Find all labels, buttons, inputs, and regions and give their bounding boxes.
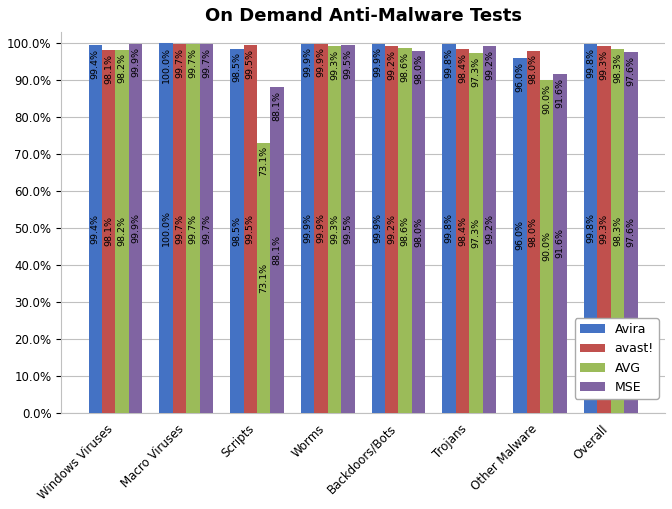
Bar	[554, 74, 567, 413]
Text: 99.4%: 99.4%	[91, 214, 100, 244]
Bar	[186, 44, 200, 413]
Text: 98.1%: 98.1%	[104, 216, 114, 246]
Text: 88.1%: 88.1%	[273, 91, 282, 121]
Bar	[230, 49, 243, 413]
Bar	[442, 44, 456, 413]
Text: 99.9%: 99.9%	[131, 213, 140, 243]
Bar	[102, 50, 116, 413]
Text: 73.1%: 73.1%	[259, 263, 268, 293]
Bar	[513, 58, 527, 413]
Text: 99.7%: 99.7%	[175, 48, 184, 78]
Text: 98.3%: 98.3%	[613, 53, 622, 83]
Text: 98.5%: 98.5%	[233, 52, 241, 82]
Text: 99.9%: 99.9%	[303, 213, 312, 243]
Text: 99.2%: 99.2%	[387, 50, 396, 80]
Bar	[456, 49, 469, 413]
Bar	[257, 143, 270, 413]
Bar	[624, 52, 638, 413]
Text: 98.4%: 98.4%	[458, 53, 467, 83]
Text: 99.9%: 99.9%	[374, 47, 383, 77]
Text: 91.6%: 91.6%	[556, 78, 564, 108]
Text: 99.2%: 99.2%	[387, 214, 396, 244]
Text: 98.4%: 98.4%	[458, 216, 467, 246]
Text: 99.5%: 99.5%	[246, 214, 255, 244]
Bar	[200, 44, 213, 413]
Text: 99.2%: 99.2%	[485, 214, 494, 244]
Bar	[597, 46, 611, 413]
Text: 99.8%: 99.8%	[586, 213, 595, 243]
Bar	[314, 43, 328, 413]
Text: 99.3%: 99.3%	[599, 214, 609, 244]
Text: 91.6%: 91.6%	[556, 229, 564, 259]
Text: 98.0%: 98.0%	[529, 54, 538, 84]
Text: 98.3%: 98.3%	[613, 216, 622, 246]
Bar	[527, 50, 540, 413]
Text: 100.0%: 100.0%	[161, 47, 171, 83]
Text: 98.2%: 98.2%	[118, 53, 127, 83]
Text: 99.3%: 99.3%	[599, 49, 609, 79]
Text: 98.1%: 98.1%	[104, 54, 114, 84]
Text: 100.0%: 100.0%	[161, 210, 171, 246]
Text: 98.6%: 98.6%	[401, 52, 410, 82]
Text: 99.9%: 99.9%	[131, 47, 140, 77]
Text: 73.1%: 73.1%	[259, 146, 268, 177]
Bar	[243, 45, 257, 413]
Bar	[372, 43, 385, 413]
Bar	[116, 50, 129, 413]
Text: 98.0%: 98.0%	[414, 54, 423, 84]
Text: 97.6%: 97.6%	[626, 55, 636, 86]
Bar	[341, 45, 355, 413]
Text: 99.5%: 99.5%	[246, 49, 255, 79]
Text: 97.3%: 97.3%	[472, 57, 480, 87]
Legend: Avira, avast!, AVG, MSE: Avira, avast!, AVG, MSE	[575, 318, 659, 399]
Text: 96.0%: 96.0%	[515, 62, 524, 92]
Text: 98.6%: 98.6%	[401, 215, 410, 245]
Text: 99.2%: 99.2%	[485, 50, 494, 80]
Bar	[469, 53, 482, 413]
Bar	[385, 46, 398, 413]
Text: 97.6%: 97.6%	[626, 217, 636, 247]
Bar	[301, 43, 314, 413]
Text: 90.0%: 90.0%	[542, 84, 551, 114]
Text: 99.7%: 99.7%	[188, 213, 198, 243]
Bar	[328, 46, 341, 413]
Text: 98.0%: 98.0%	[414, 217, 423, 247]
Text: 90.0%: 90.0%	[542, 232, 551, 262]
Text: 99.7%: 99.7%	[175, 213, 184, 243]
Text: 98.2%: 98.2%	[118, 216, 127, 246]
Text: 99.8%: 99.8%	[586, 47, 595, 77]
Bar	[398, 48, 412, 413]
Text: 88.1%: 88.1%	[273, 235, 282, 265]
Text: 99.3%: 99.3%	[330, 214, 339, 244]
Bar	[584, 44, 597, 413]
Text: 99.7%: 99.7%	[188, 48, 198, 78]
Bar	[482, 46, 496, 413]
Text: 99.7%: 99.7%	[202, 48, 211, 78]
Text: 99.5%: 99.5%	[343, 214, 352, 244]
Text: 99.9%: 99.9%	[303, 47, 312, 77]
Text: 96.0%: 96.0%	[515, 220, 524, 250]
Bar	[89, 45, 102, 413]
Bar	[540, 80, 554, 413]
Text: 99.3%: 99.3%	[330, 49, 339, 79]
Text: 97.3%: 97.3%	[472, 218, 480, 248]
Bar	[159, 43, 173, 413]
Bar	[611, 49, 624, 413]
Bar	[173, 44, 186, 413]
Bar	[270, 87, 284, 413]
Text: 99.8%: 99.8%	[445, 213, 454, 243]
Text: 99.5%: 99.5%	[343, 49, 352, 79]
Text: 99.9%: 99.9%	[374, 213, 383, 243]
Text: 99.8%: 99.8%	[445, 47, 454, 77]
Title: On Demand Anti-Malware Tests: On Demand Anti-Malware Tests	[204, 7, 521, 25]
Text: 99.9%: 99.9%	[317, 47, 325, 77]
Text: 99.7%: 99.7%	[202, 213, 211, 243]
Text: 98.0%: 98.0%	[529, 217, 538, 247]
Text: 99.9%: 99.9%	[317, 213, 325, 243]
Text: 98.5%: 98.5%	[233, 216, 241, 246]
Bar	[129, 43, 142, 413]
Text: 99.4%: 99.4%	[91, 49, 100, 79]
Bar	[412, 50, 425, 413]
